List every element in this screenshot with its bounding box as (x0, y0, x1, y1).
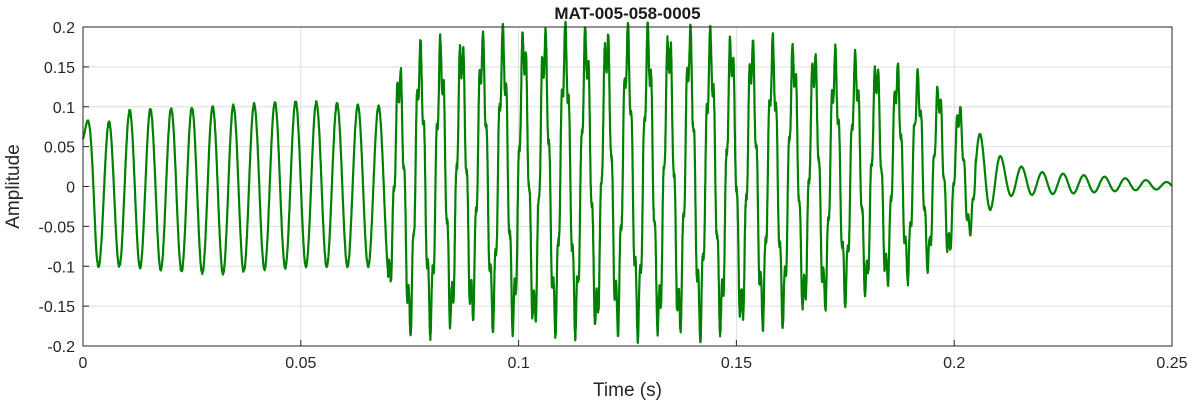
signal-series (81, 20, 1173, 344)
y-tick-label: 0.1 (53, 100, 75, 117)
y-tick-label: -0.2 (47, 339, 75, 356)
x-tick-label: 0 (79, 355, 88, 372)
x-tick-label: 0.15 (721, 355, 752, 372)
y-tick-label: 0.05 (44, 140, 75, 157)
chart-title: MAT-005-058-0005 (554, 4, 700, 23)
x-tick-label: 0.1 (507, 355, 529, 372)
axis-ticks: 0 0.05 0.1 0.15 0.2 0.25 0.2 0.15 0.1 0.05 0 -0.05 -… (39, 20, 1188, 372)
y-tick-label: -0.05 (39, 219, 76, 236)
y-tick-label: -0.1 (47, 259, 75, 276)
signal-line (81, 20, 1173, 344)
y-axis-label: Amplitude (3, 144, 24, 229)
x-tick-label: 0.25 (1156, 355, 1187, 372)
y-tick-label: 0 (66, 180, 75, 197)
plot-frame (82, 26, 1173, 347)
y-tick-label: 0.2 (53, 20, 75, 37)
x-tick-label: 0.2 (943, 355, 965, 372)
x-tick-label: 0.05 (285, 355, 316, 372)
y-tick-label: 0.15 (44, 60, 75, 77)
x-axis-label: Time (s) (593, 380, 662, 401)
y-tick-label: -0.15 (39, 299, 76, 316)
